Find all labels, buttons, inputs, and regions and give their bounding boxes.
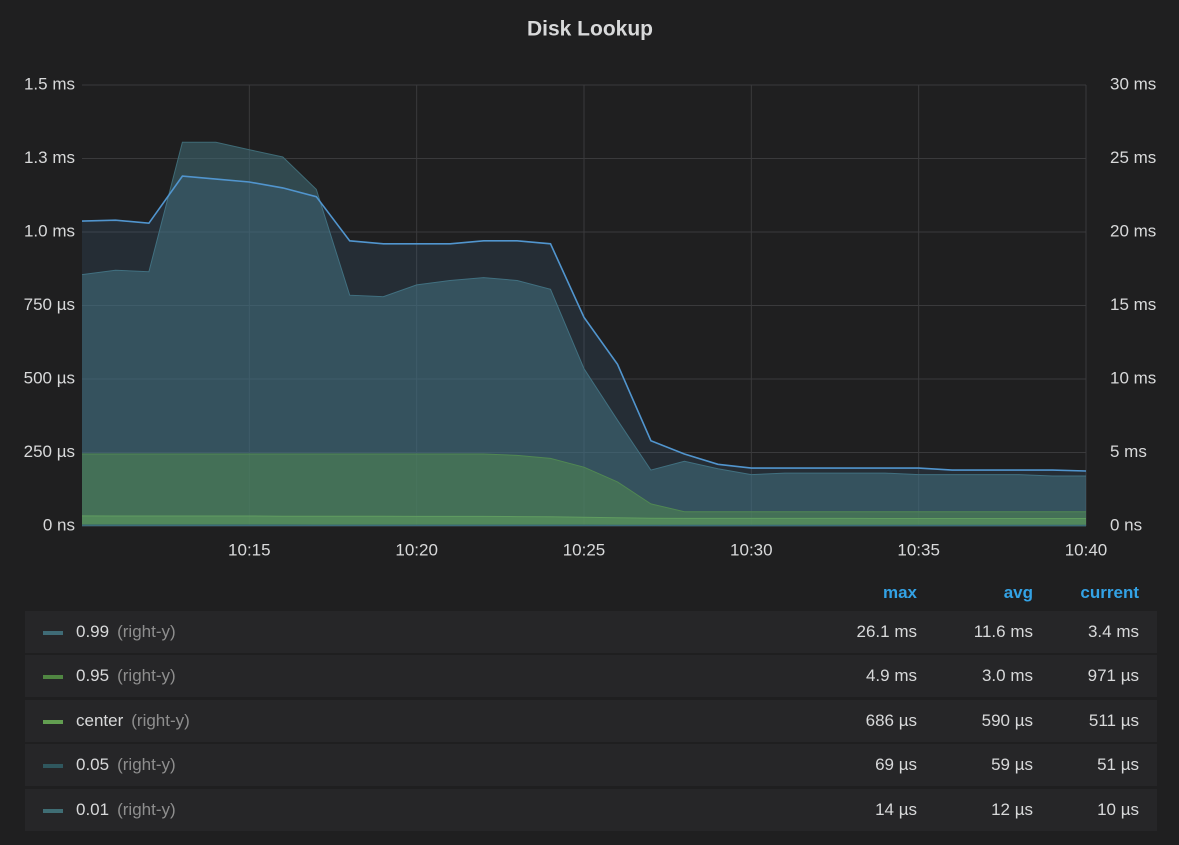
stat-header: max [882, 583, 917, 602]
line [81, 175, 1087, 472]
chart-title: Disk Lookup [527, 18, 653, 41]
y-tick-label: 0 ns [43, 515, 75, 534]
axis-note: (right-y) [117, 755, 176, 774]
x-tick-label: 10:35 [897, 540, 940, 559]
legend-label: 0.05 (right-y) [25, 755, 801, 775]
axis-note: (right-y) [131, 710, 190, 730]
legend-stat: 51 µs [1097, 755, 1139, 774]
x-tick-label: 10:20 [395, 540, 438, 559]
y2-tick-label: 0 ns [1110, 515, 1142, 534]
legend-stat: 59 µs [991, 755, 1033, 774]
legend-stat: 69 µs [875, 755, 917, 774]
legend-swatch [43, 719, 63, 724]
stat-header: current [1080, 583, 1139, 602]
legend-stat: 590 µs [981, 710, 1033, 730]
y-tick-label: 1.3 ms [24, 148, 75, 167]
y-tick-label: 500 µs [24, 368, 75, 387]
y2-tick-label: 5 ms [1110, 442, 1147, 461]
legend-stat: 10 µs [1097, 799, 1139, 819]
legend-row: 0.99 (right-y) 26.1 ms 11.6 ms 3.4 ms [25, 610, 1157, 653]
legend-stat: 14 µs [875, 799, 917, 819]
series-name: 0.95 [76, 666, 110, 685]
axis-note: (right-y) [117, 666, 176, 685]
legend: max avg current 0.99 (right-y) 26.1 ms 11.6… [25, 578, 1157, 831]
legend-row: 0.95 (right-y) 4.9 ms 3.0 ms 971 µs [25, 655, 1157, 697]
legend-label: 0.99 (right-y) [25, 622, 801, 642]
area [82, 454, 1086, 526]
y-tick-label: 1.5 ms [24, 74, 75, 93]
x-tick-label: 10:30 [730, 540, 773, 559]
y-tick-label: 1.0 ms [24, 221, 75, 240]
axis-note: (right-y) [117, 621, 176, 641]
series-name: 0.99 [76, 621, 110, 641]
y2-tick-label: 10 ms [1110, 368, 1156, 387]
legend-swatch [43, 764, 63, 768]
legend-stat: 971 µs [1087, 666, 1139, 685]
x-tick-label: 10:40 [1065, 540, 1108, 559]
legend-row: center (right-y) 686 µs 590 µs 511 µs [25, 699, 1157, 742]
stat-header: avg [1003, 583, 1033, 602]
x-tick-label: 10:15 [228, 540, 271, 559]
legend-label: 0.01 (right-y) [25, 800, 801, 820]
legend-stat: 4.9 ms [865, 666, 917, 685]
legend-stat: 26.1 ms [856, 621, 917, 641]
axis-note: (right-y) [117, 799, 176, 819]
area [82, 176, 1086, 526]
y-tick-label: 750 µs [24, 295, 75, 314]
y2-tick-label: 15 ms [1110, 295, 1156, 314]
line [81, 515, 1086, 519]
y-tick-label: 250 µs [24, 442, 75, 461]
legend-stat: 3.0 ms [981, 666, 1033, 685]
legend-label: 0.95 (right-y) [25, 666, 801, 686]
legend-row: 0.01 (right-y) 14 µs 12 µs 10 µs [25, 788, 1157, 831]
x-tick-label: 10:25 [563, 540, 606, 559]
legend-header: max avg current [25, 578, 1157, 608]
line [81, 141, 1086, 477]
series-name: 0.05 [76, 755, 110, 774]
y2-tick-label: 25 ms [1110, 148, 1156, 167]
legend-stat: 3.4 ms [1087, 621, 1139, 641]
legend-stat: 12 µs [991, 799, 1033, 819]
series-name: center [76, 710, 124, 730]
line [82, 453, 1086, 513]
legend-swatch [43, 675, 63, 679]
legend-stat: 11.6 ms [973, 621, 1033, 641]
chart: Disk Lookup 0 ns 250 µs 500 µs 750 µs 1.0 ms… [24, 18, 1157, 560]
legend-swatch [43, 808, 63, 813]
plot [81, 141, 1087, 527]
legend-label: center (right-y) [25, 711, 801, 731]
area [82, 142, 1086, 527]
series-name: 0.01 [76, 799, 110, 819]
legend-stat: 511 µs [1088, 710, 1139, 730]
y2-tick-label: 30 ms [1110, 74, 1156, 93]
legend-swatch [43, 630, 63, 635]
legend-stat: 686 µs [865, 710, 917, 730]
y2-tick-label: 20 ms [1110, 221, 1156, 240]
legend-row: 0.05 (right-y) 69 µs 59 µs 51 µs [25, 744, 1157, 786]
